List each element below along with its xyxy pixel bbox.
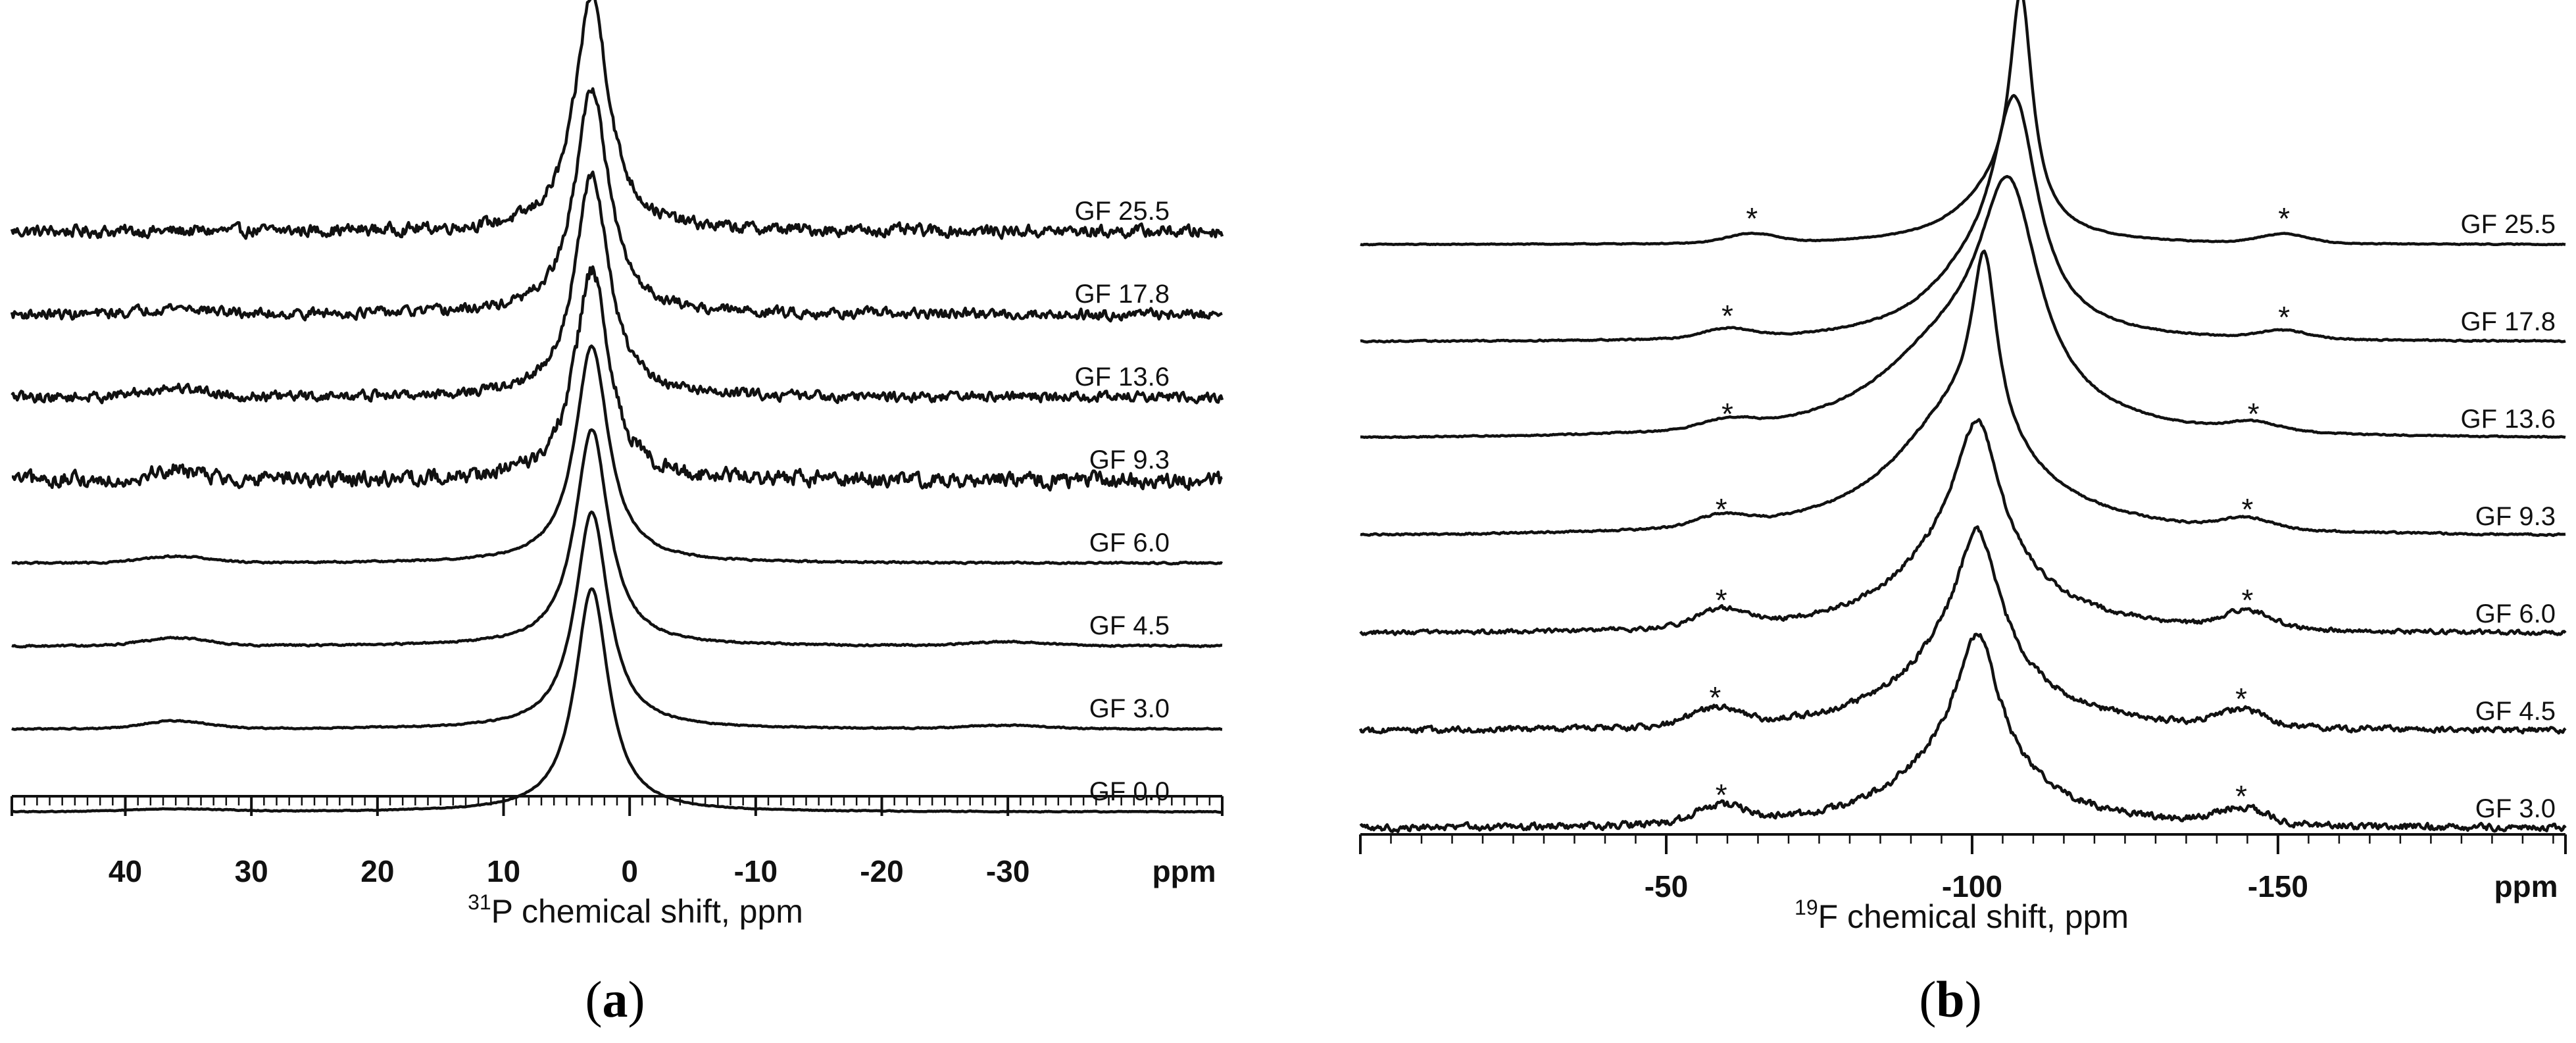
sideband-marker: * [2278,201,2290,236]
x-axis-title: 31P chemical shift, ppm [468,890,803,930]
series-label: GF 17.8 [2460,307,2556,336]
spectrum-line [1360,174,2566,440]
spectrum-line [1360,93,2566,344]
tick-label: 0 [621,854,638,888]
spectrum-line [11,344,1224,566]
sideband-marker: * [2235,779,2247,813]
panel-a-spectra: GF 25.5 GF 17.8 GF 13.6 GF 9.3 GF 6.0 GF 4.5 G… [10,0,1224,1028]
series-label: GF 17.8 [1074,280,1170,309]
panel-b-spectra: GF 25.5 * * GF 17.8 * * GF 13.6 * * GF 9.3 * * GF 6.… [1358,0,2567,1028]
panel-label: (b) [1919,971,1981,1028]
series-label: GF 0.0 [1089,777,1170,806]
sideband-marker: * [1721,299,1733,333]
tick-label: 40 [109,854,142,888]
spectrum-line [11,265,1223,492]
spectrum-line [1358,525,2567,735]
sideband-marker: * [1716,583,1727,617]
nucleus-superscript: 19 [1795,896,1818,919]
nucleus-superscript: 31 [468,890,491,914]
axis-unit-label: ppm [2494,869,2558,903]
series-label: GF 6.0 [2475,599,2556,628]
spectrum-line [10,0,1224,240]
axis-unit-label: ppm [1152,854,1216,888]
spectrum-line [1360,0,2566,247]
sideband-marker: * [2241,583,2253,617]
x-axis-title: 19F chemical shift, ppm [1795,896,2129,935]
spectrum-line [11,587,1223,814]
series-label: GF 13.6 [1074,363,1170,392]
tick-label: -10 [734,854,778,888]
series-label: GF 4.5 [2475,697,2556,726]
panel-label: (a) [585,971,645,1028]
spectrum-line [1359,418,2567,636]
tick-label: 30 [235,854,268,888]
tick-label: -50 [1645,869,1688,903]
spectrum-line [1360,249,2566,538]
series-label: GF 13.6 [2460,405,2556,434]
series-label: GF 3.0 [2475,794,2556,823]
sideband-marker: * [2241,492,2253,526]
tick-label: -150 [2248,869,2308,903]
sideband-marker: * [1746,201,1758,236]
spectrum-line [1359,632,2567,834]
tick-label: 10 [487,854,520,888]
spectrum-line [11,510,1223,731]
x-axis-title-text: P chemical shift, ppm [491,893,803,930]
sideband-marker: * [2278,300,2290,334]
spectrum-line [11,428,1223,649]
series-label: GF 9.3 [2475,502,2556,531]
spectrum-line [10,87,1223,323]
sideband-marker: * [1716,778,1727,812]
series-label: GF 9.3 [1089,445,1170,474]
series-label: GF 6.0 [1089,528,1170,557]
sideband-marker: * [1716,492,1727,526]
sideband-marker: * [1709,680,1721,715]
series-label: GF 4.5 [1089,611,1170,640]
spectrum-line [11,170,1224,405]
tick-label: -30 [986,854,1029,888]
tick-label: 20 [360,854,394,888]
series-label: GF 25.5 [1074,197,1170,226]
sideband-marker: * [2248,397,2260,431]
tick-label: -100 [1942,869,2002,903]
tick-label: -20 [860,854,903,888]
sideband-marker: * [2235,682,2247,716]
series-label: GF 25.5 [2460,210,2556,239]
series-label: GF 3.0 [1089,694,1170,723]
x-axis-title-text: F chemical shift, ppm [1818,898,2129,935]
sideband-marker: * [1721,397,1733,431]
